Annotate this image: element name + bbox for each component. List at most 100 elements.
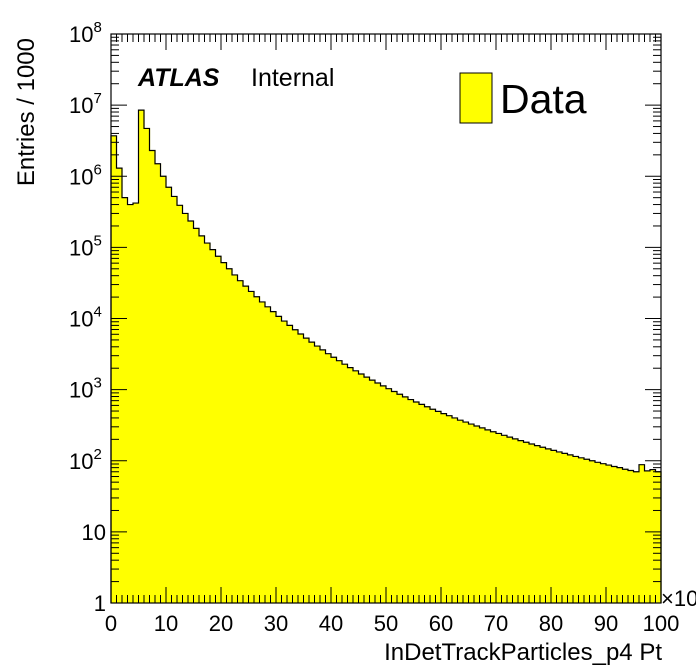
histogram-bar <box>512 438 519 603</box>
histogram-bar <box>254 296 261 603</box>
histogram-bar <box>160 176 167 603</box>
histogram-bar <box>199 235 206 603</box>
histogram-bar <box>435 411 442 603</box>
histogram-bar <box>314 346 321 603</box>
histogram-bar <box>177 205 184 604</box>
y-tick-label: 106 <box>69 161 102 189</box>
histogram-bar <box>215 256 222 603</box>
histogram-bar <box>523 442 530 603</box>
histogram-bar <box>127 204 134 604</box>
internal-label: Internal <box>251 64 334 92</box>
histogram-bar <box>133 203 140 603</box>
histogram-bar <box>226 268 233 603</box>
histogram-bar <box>589 460 596 603</box>
histogram-bar <box>358 373 365 603</box>
y-tick-label: 108 <box>69 19 102 47</box>
histogram-bar <box>237 280 244 603</box>
histogram-bar <box>490 431 497 603</box>
histogram-bar <box>347 367 354 603</box>
histogram-bar <box>331 357 338 603</box>
x-tick-label: 90 <box>594 611 618 636</box>
histogram-bar <box>446 415 453 603</box>
y-axis-ticks <box>111 33 661 604</box>
histogram-bar <box>204 243 211 603</box>
histogram-bar <box>298 334 305 603</box>
x-tick-label: 80 <box>539 611 563 636</box>
x-tick-label: 30 <box>264 611 288 636</box>
histogram-bar <box>551 450 558 603</box>
histogram-bar <box>617 467 624 603</box>
x-tick-label: 50 <box>374 611 398 636</box>
histogram-bar <box>248 291 255 603</box>
x-tick-label: 70 <box>484 611 508 636</box>
histogram-bar <box>463 422 470 603</box>
histogram-bar <box>375 382 382 603</box>
histogram-bar <box>303 338 310 603</box>
legend-label: Data <box>500 76 587 122</box>
histogram-bar <box>232 274 239 603</box>
histogram-bar <box>441 413 448 603</box>
y-tick-label: 107 <box>69 90 102 118</box>
histogram-bar <box>518 440 525 603</box>
histogram-bar <box>171 196 178 603</box>
histogram-bar <box>116 168 123 603</box>
histogram-bar <box>633 471 640 603</box>
histogram-bar <box>529 443 536 603</box>
histogram-bar <box>221 262 228 603</box>
x-axis-tick-labels: 0 10 20 30 40 50 60 70 80 90 100 <box>105 611 679 636</box>
x-tick-label: 20 <box>209 611 233 636</box>
y-tick-label: 1 <box>94 591 106 616</box>
histogram-bar <box>111 135 118 603</box>
y-axis-label: Entries / 1000 <box>13 38 40 186</box>
histogram-bar <box>578 457 585 603</box>
histogram-bar <box>243 286 250 603</box>
histogram-bar <box>655 471 662 603</box>
x-axis-multiplier: ×10 <box>661 586 696 611</box>
histogram-bar <box>182 213 189 603</box>
histogram-bar <box>281 321 288 603</box>
x-tick-label: 40 <box>319 611 343 636</box>
histogram-bar <box>320 349 327 603</box>
histogram-bar <box>540 447 547 603</box>
histogram-bar <box>287 325 294 603</box>
histogram-bar <box>413 401 420 603</box>
histogram-bar <box>545 448 552 603</box>
histogram-bar <box>419 404 426 603</box>
histogram-bar <box>292 329 299 603</box>
histogram-bars <box>111 110 662 604</box>
x-tick-label: 10 <box>154 611 178 636</box>
histogram-bar <box>166 187 173 603</box>
x-axis-ticks <box>110 34 662 603</box>
histogram-bar <box>265 306 272 603</box>
histogram-bar <box>188 220 195 604</box>
histogram-bar <box>611 466 618 603</box>
histogram-bar <box>584 459 591 603</box>
histogram-bar <box>397 394 404 603</box>
histogram-bar <box>193 228 200 603</box>
legend-swatch <box>459 72 493 124</box>
histogram-bar <box>534 445 541 603</box>
x-tick-label: 60 <box>429 611 453 636</box>
histogram-bar <box>325 353 332 603</box>
histogram-bar <box>562 453 569 603</box>
x-axis-label: InDetTrackParticles_p4 Pt <box>384 639 662 666</box>
histogram-bar <box>600 463 607 603</box>
histogram-bar <box>364 377 371 603</box>
histogram-bar <box>567 454 574 603</box>
histogram-bar <box>556 451 563 603</box>
histogram-bar <box>622 469 629 603</box>
histogram-bar <box>496 433 503 603</box>
histogram-bar <box>595 462 602 603</box>
histogram-bar <box>430 409 437 603</box>
histogram-bar <box>507 437 514 603</box>
histogram-bar <box>650 469 657 603</box>
histogram-bar <box>479 427 486 603</box>
histogram-bar <box>639 464 646 603</box>
histogram-bar <box>144 128 151 604</box>
y-tick-label: 10 <box>82 520 106 545</box>
histogram-bar <box>149 150 156 604</box>
x-tick-label: 0 <box>105 611 117 636</box>
histogram-bar <box>259 301 266 603</box>
histogram-bar <box>452 417 459 603</box>
histogram-bar <box>628 470 635 603</box>
